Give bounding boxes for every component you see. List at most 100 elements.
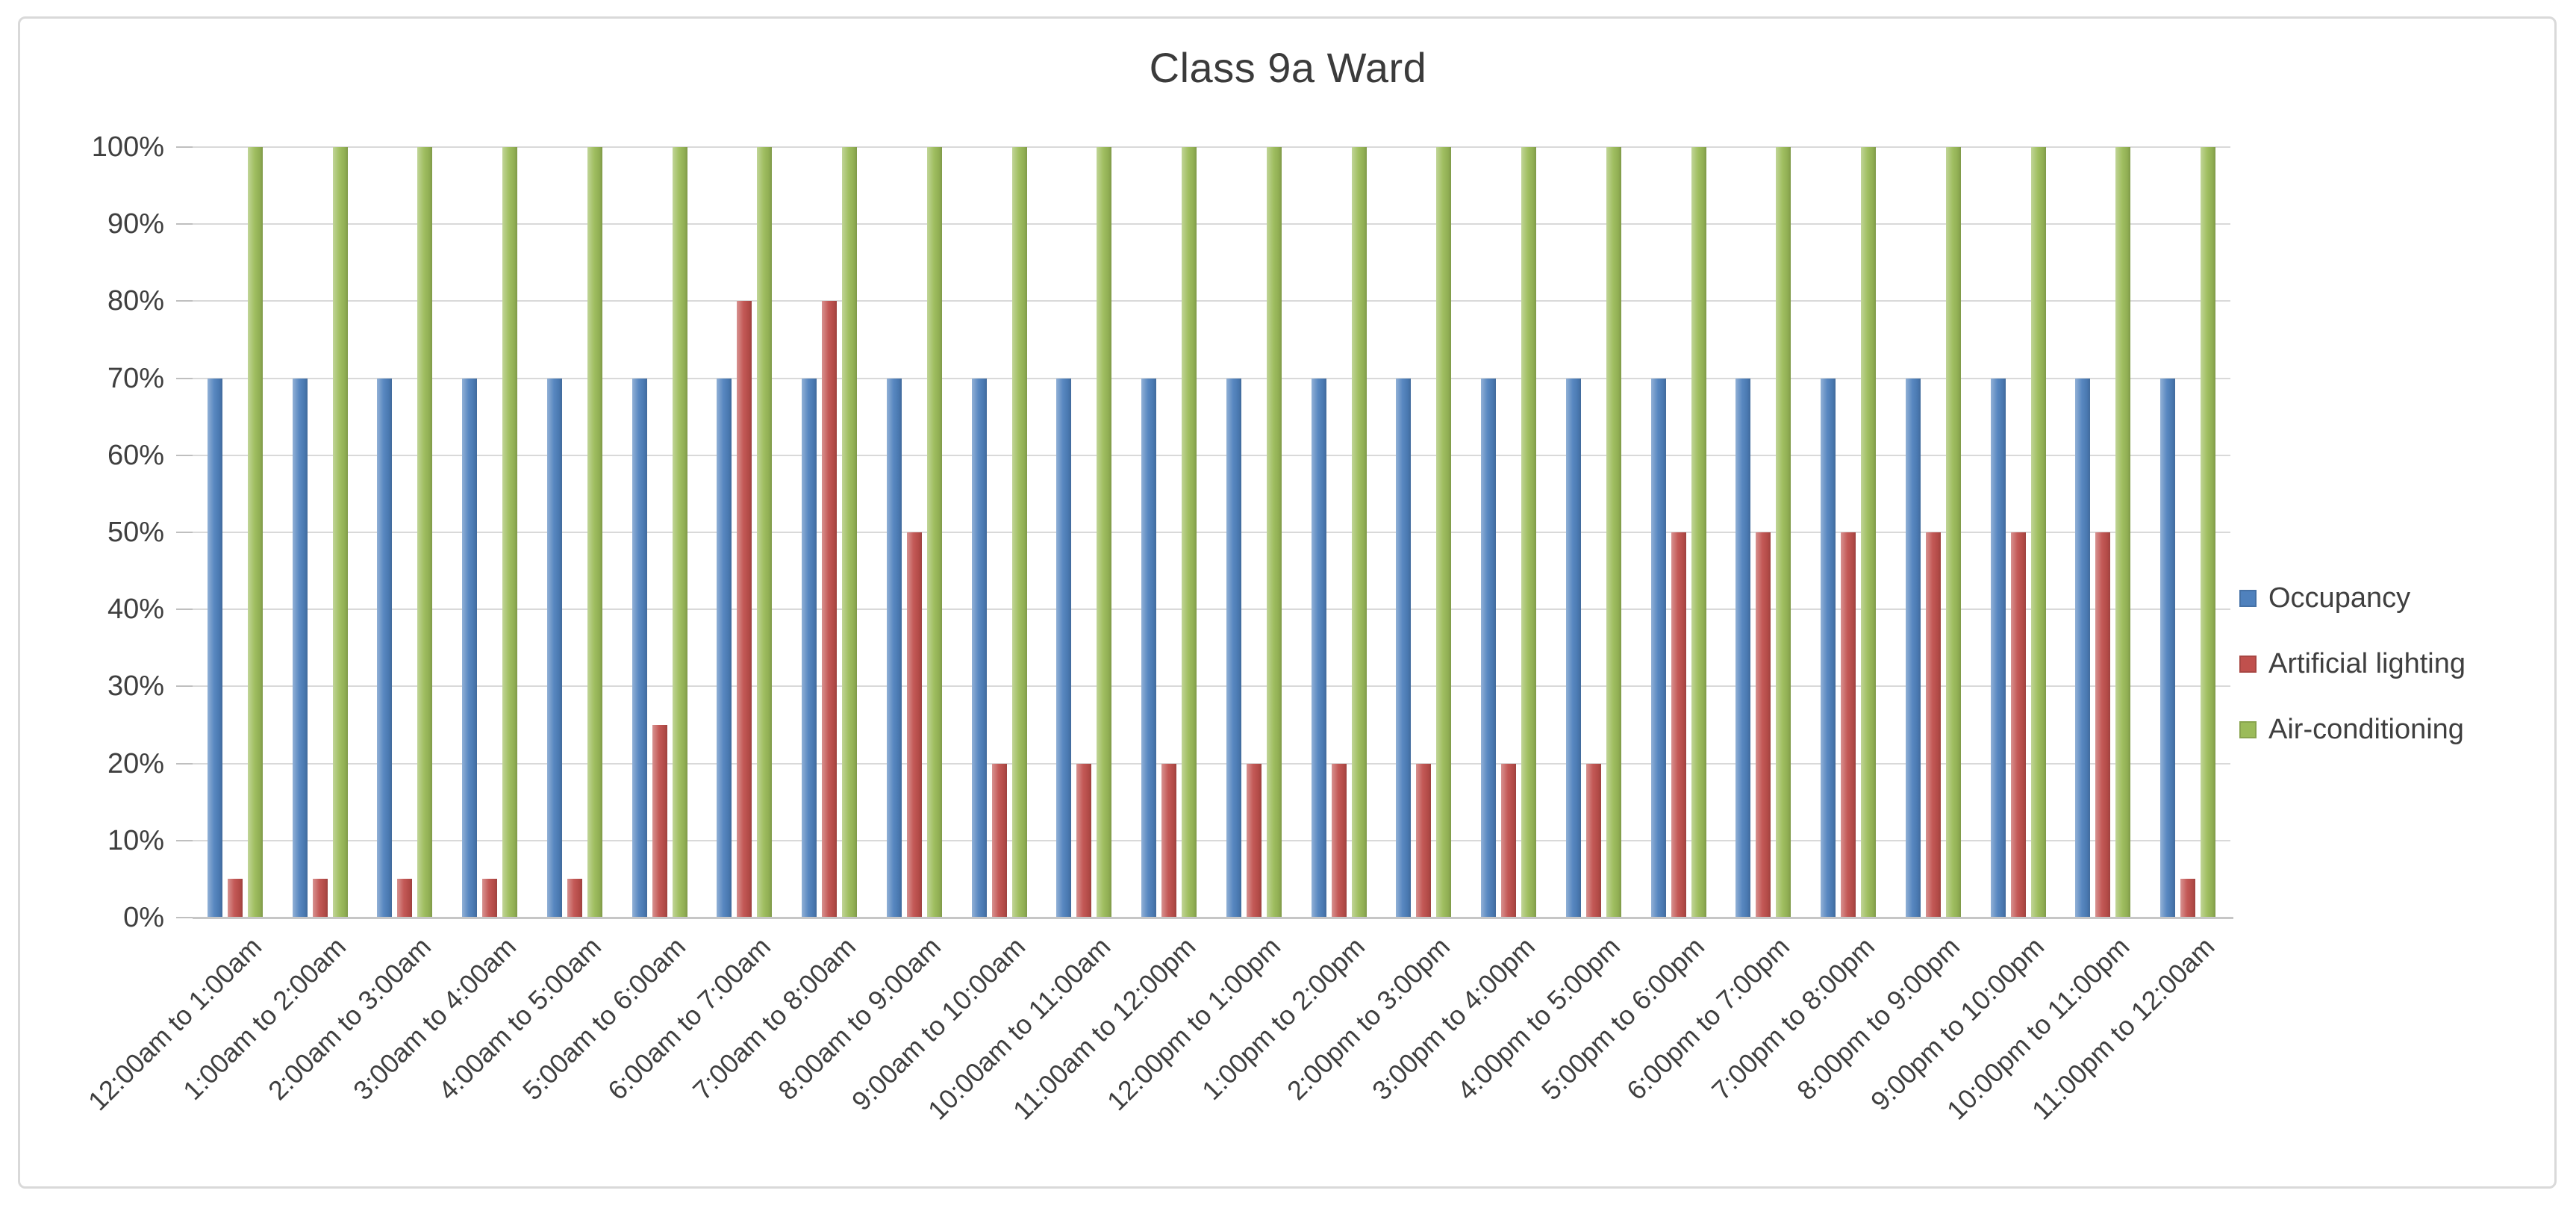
- bar-occupancy: [1141, 378, 1157, 918]
- bar-occupancy: [207, 378, 222, 918]
- bar-artificial-lighting: [567, 879, 582, 918]
- bar-group: [1636, 147, 1721, 918]
- x-axis-label: 7:00am to 8:00am: [686, 931, 862, 1106]
- bar-group: [278, 147, 363, 918]
- bar-group: [1297, 147, 1382, 918]
- bar-group: [1551, 147, 1636, 918]
- bar-artificial-lighting: [1925, 532, 1941, 918]
- bar-artificial-lighting: [906, 532, 922, 918]
- y-axis-label: 60%: [107, 439, 164, 471]
- y-axis-tick: [176, 223, 193, 225]
- bar-occupancy: [1735, 378, 1751, 918]
- chart-title: Class 9a Ward: [1149, 44, 1427, 91]
- bar-group: [2145, 147, 2230, 918]
- bar-group: [1466, 147, 1551, 918]
- bar-artificial-lighting: [2095, 532, 2111, 918]
- bar-air-conditioning: [1776, 147, 1791, 918]
- bar-occupancy: [462, 378, 478, 918]
- bar-artificial-lighting: [1331, 763, 1347, 918]
- y-axis-tick: [176, 532, 193, 533]
- bar-group: [193, 147, 278, 918]
- bar-artificial-lighting: [1161, 763, 1177, 918]
- x-axis-label: 7:00pm to 8:00pm: [1705, 931, 1881, 1106]
- bar-occupancy: [292, 378, 308, 918]
- bar-group: [1382, 147, 1467, 918]
- bar-artificial-lighting: [1585, 763, 1601, 918]
- bar-group: [617, 147, 702, 918]
- bar-air-conditioning: [926, 147, 942, 918]
- bar-occupancy: [1821, 378, 1836, 918]
- bar-artificial-lighting: [1076, 763, 1092, 918]
- bar-occupancy: [971, 378, 987, 918]
- y-axis-label: 80%: [107, 285, 164, 317]
- bar-group: [2061, 147, 2146, 918]
- bar-group: [1976, 147, 2061, 918]
- bar-air-conditioning: [2115, 147, 2131, 918]
- bar-air-conditioning: [2030, 147, 2046, 918]
- bar-occupancy: [1990, 378, 2006, 918]
- bar-occupancy: [2075, 378, 2091, 918]
- y-axis-tick: [176, 917, 193, 918]
- bar-air-conditioning: [587, 147, 602, 918]
- bar-artificial-lighting: [312, 879, 328, 918]
- bar-air-conditioning: [1266, 147, 1282, 918]
- bar-air-conditioning: [502, 147, 518, 918]
- bar-artificial-lighting: [1671, 532, 1686, 918]
- y-gridline: [193, 146, 2230, 148]
- bar-artificial-lighting: [1756, 532, 1771, 918]
- bar-artificial-lighting: [1841, 532, 1856, 918]
- y-axis-label: 100%: [91, 131, 164, 163]
- bar-artificial-lighting: [227, 879, 243, 918]
- bar-air-conditioning: [1011, 147, 1027, 918]
- bar-group: [1126, 147, 1211, 918]
- bar-air-conditioning: [1691, 147, 1706, 918]
- x-axis-label: 3:00pm to 4:00pm: [1365, 931, 1541, 1106]
- bar-occupancy: [1311, 378, 1326, 918]
- bar-group: [363, 147, 448, 918]
- y-gridline: [193, 839, 2230, 841]
- y-axis-label: 70%: [107, 362, 164, 394]
- bar-air-conditioning: [1945, 147, 1961, 918]
- bar-artificial-lighting: [1246, 763, 1262, 918]
- legend-label-artificial-lighting: Artificial lighting: [2268, 648, 2466, 679]
- bar-artificial-lighting: [397, 879, 413, 918]
- bar-artificial-lighting: [2180, 879, 2196, 918]
- y-axis-tick: [176, 839, 193, 841]
- bar-occupancy: [717, 378, 732, 918]
- legend-label-air-conditioning: Air-conditioning: [2268, 714, 2464, 745]
- legend-item-occupancy: Occupancy: [2239, 582, 2410, 614]
- bar-group: [957, 147, 1042, 918]
- bar-occupancy: [2160, 378, 2176, 918]
- bar-air-conditioning: [757, 147, 773, 918]
- y-gridline: [193, 300, 2230, 302]
- y-axis-label: 30%: [107, 670, 164, 703]
- bar-artificial-lighting: [652, 725, 667, 918]
- x-axis-label: 3:00am to 4:00am: [346, 931, 523, 1106]
- bar-air-conditioning: [332, 147, 348, 918]
- bar-air-conditioning: [1521, 147, 1537, 918]
- bar-group: [872, 147, 957, 918]
- bar-occupancy: [886, 378, 902, 918]
- bar-artificial-lighting: [2010, 532, 2026, 918]
- bar-air-conditioning: [1606, 147, 1621, 918]
- bar-artificial-lighting: [1416, 763, 1432, 918]
- bar-occupancy: [1056, 378, 1072, 918]
- bar-artificial-lighting: [991, 763, 1007, 918]
- y-axis-label: 20%: [107, 747, 164, 779]
- bar-group: [702, 147, 788, 918]
- y-axis-label: 90%: [107, 208, 164, 240]
- y-axis-tick: [176, 377, 193, 379]
- y-gridline: [193, 608, 2230, 611]
- y-gridline: [193, 223, 2230, 225]
- legend-item-air-conditioning: Air-conditioning: [2239, 714, 2464, 746]
- y-axis-label: 50%: [107, 517, 164, 548]
- bar-artificial-lighting: [822, 301, 838, 918]
- bar-air-conditioning: [2201, 147, 2216, 918]
- bar-air-conditioning: [1182, 147, 1197, 918]
- y-gridline: [193, 762, 2230, 765]
- y-axis-label: 10%: [107, 824, 164, 856]
- bar-group: [532, 147, 617, 918]
- y-gridline: [193, 454, 2230, 456]
- bar-occupancy: [1565, 378, 1581, 918]
